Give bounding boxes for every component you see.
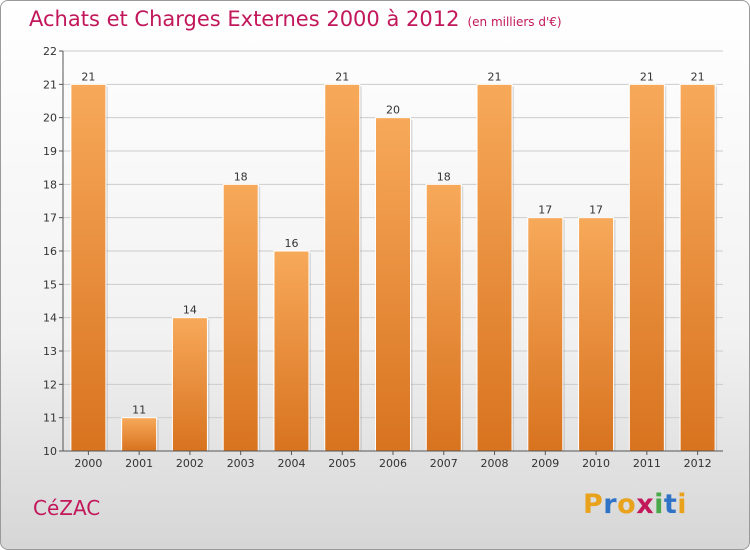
y-tick-label: 10 (43, 445, 57, 458)
bar-value-label: 20 (386, 104, 400, 117)
bar-value-label: 18 (234, 170, 248, 183)
bar (222, 183, 259, 452)
bar (324, 83, 361, 452)
title-unit: (en milliers d'€) (467, 15, 562, 29)
y-tick-label: 12 (43, 378, 57, 391)
bar-value-label: 21 (81, 70, 95, 83)
y-tick-label: 19 (43, 145, 57, 158)
bar (476, 83, 513, 452)
logo-letter: i (654, 489, 664, 520)
bar-value-label: 21 (691, 70, 705, 83)
bar (527, 217, 564, 452)
bar-value-label: 17 (589, 204, 603, 217)
x-tick-label: 2007 (430, 457, 458, 470)
x-tick-label: 2003 (227, 457, 255, 470)
bar (628, 83, 665, 452)
x-tick-label: 2000 (74, 457, 102, 470)
x-tick-label: 2009 (531, 457, 559, 470)
x-tick-label: 2010 (582, 457, 610, 470)
bar-value-label: 16 (284, 237, 298, 250)
logo-letter: P (583, 489, 604, 520)
y-tick-label: 22 (43, 45, 57, 58)
bar-value-label: 11 (132, 404, 146, 417)
chart-title: Achats et Charges Externes 2000 à 2012 (e… (29, 7, 562, 31)
y-tick-label: 20 (43, 112, 57, 125)
bar (375, 117, 411, 452)
bar-value-label: 21 (488, 70, 502, 83)
bar-value-label: 18 (437, 170, 451, 183)
y-tick-label: 15 (43, 278, 57, 291)
y-tick-label: 18 (43, 178, 57, 191)
bar-value-label: 21 (640, 70, 654, 83)
x-tick-label: 2001 (125, 457, 153, 470)
y-tick-label: 16 (43, 245, 57, 258)
logo-letter: x (636, 489, 655, 520)
bar-value-label: 14 (183, 304, 197, 317)
title-main: Achats et Charges Externes 2000 à 2012 (29, 7, 460, 31)
x-tick-label: 2012 (684, 457, 712, 470)
bar (578, 217, 615, 452)
logo-letter: i (677, 489, 688, 520)
bar (70, 83, 107, 452)
commune-name: CéZAC (33, 496, 101, 520)
bar (171, 317, 208, 452)
y-tick-label: 14 (43, 312, 57, 325)
bar (425, 183, 462, 452)
bars: 21 11 14 18 16 21 20 18 21 17 17 21 21 (70, 70, 718, 452)
x-tick-label: 2006 (379, 457, 407, 470)
x-tick-label: 2002 (176, 457, 204, 470)
axes: 10 11 12 13 14 15 16 17 18 19 20 21 22 2000 2001 2002 20… (43, 45, 723, 470)
y-tick-label: 13 (43, 345, 57, 358)
y-tick-label: 21 (43, 78, 57, 91)
x-tick-label: 2011 (633, 457, 661, 470)
logo-letter: o (617, 489, 637, 520)
bar (273, 250, 310, 452)
x-tick-label: 2004 (277, 457, 305, 470)
bar (679, 83, 716, 452)
bar-value-label: 21 (335, 70, 349, 83)
x-tick-label: 2005 (328, 457, 356, 470)
bar (121, 417, 158, 452)
y-tick-label: 11 (43, 412, 57, 425)
logo-letter: t (663, 489, 678, 520)
proxiti-logo: Proxiti (583, 489, 687, 520)
bar-value-label: 17 (538, 204, 552, 217)
x-tick-label: 2008 (481, 457, 509, 470)
logo-letter: r (603, 489, 618, 520)
y-tick-label: 17 (43, 212, 57, 225)
